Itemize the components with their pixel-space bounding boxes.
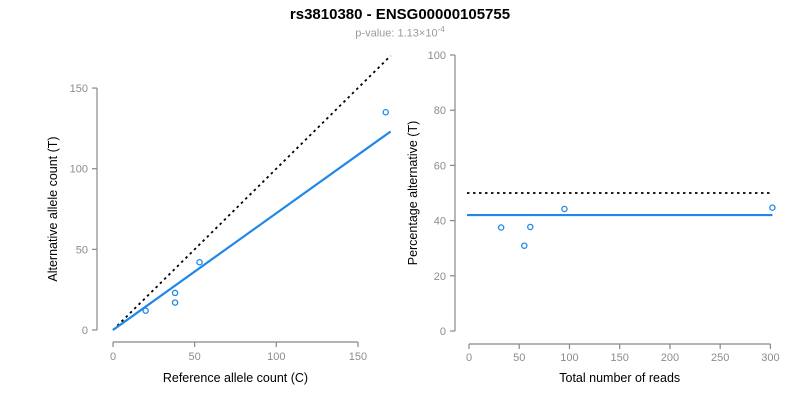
y-tick-label: 0 [82,325,88,337]
x-axis-title: Reference allele count (C) [163,371,308,385]
x-tick-label: 300 [761,352,779,364]
data-point [497,224,505,231]
y-tick-label: 20 [434,271,446,283]
data-point [142,307,149,314]
x-tick-label: 100 [560,352,578,364]
left-plot: 0 50 100 150 0 50 100 150 Reference allele count… [46,55,392,385]
plot-title: rs3810380 - ENSG00000105755 [289,6,511,23]
x-axis-title: Total number of reads [559,371,680,385]
p-value-text: p-value: 1.13×10 [355,27,438,40]
x-tick-label: 250 [711,352,729,364]
y-tick-label: 80 [434,105,446,117]
y-tick-label: 150 [70,83,88,95]
data-point [171,299,179,306]
x-tick-label: 150 [349,351,367,363]
y-tick-label: 60 [434,160,446,172]
data-point [196,259,203,266]
data-point [171,289,179,297]
y-tick-label: 50 [76,244,88,256]
data-point [382,108,389,116]
x-tick-label: 50 [189,351,201,363]
p-value-exponent: -4 [437,25,445,34]
y-axis-title: Alternative allele count (T) [46,136,60,281]
x-axis: 0 50 100 150 [110,341,367,363]
y-axis-title: Percentage alternative (T) [406,121,420,266]
y-axis: 0 50 100 150 [70,83,98,337]
data-point [769,204,776,211]
x-axis: 0 50 100 150 200 250 300 [466,343,780,364]
x-tick-label: 150 [611,352,629,364]
x-tick-label: 0 [466,352,472,364]
data-point [521,242,528,249]
y-tick-label: 100 [428,50,446,62]
y-tick-label: 0 [440,326,446,338]
x-tick-label: 50 [513,352,525,364]
x-tick-label: 200 [661,352,679,364]
x-tick-label: 100 [267,351,285,363]
fit-line [112,130,392,331]
right-plot: 0 50 100 150 200 250 300 0 20 40 60 80 100 Total numb… [406,50,780,385]
identity-line [112,55,392,331]
y-tick-label: 100 [70,164,88,176]
data-point [527,223,534,231]
data-point [561,205,568,213]
p-value-subtitle: p-value: 1.13×10-4 [0,25,800,40]
y-tick-label: 40 [434,216,446,228]
y-axis: 0 20 40 60 80 100 [428,50,456,338]
x-tick-label: 0 [110,351,116,363]
